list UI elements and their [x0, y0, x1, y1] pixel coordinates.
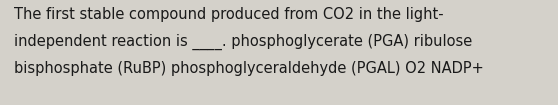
Text: The first stable compound produced from CO2 in the light-: The first stable compound produced from …	[14, 7, 444, 22]
Text: independent reaction is ____.​ phosphoglycerate (PGA) ribulose: independent reaction is ____.​ phosphogl…	[14, 34, 472, 50]
Text: bisphosphate (RuBP) ​phosphoglyceraldehyde (PGAL) O2 NADP+: bisphosphate (RuBP) ​phosphoglyceraldehy…	[14, 62, 484, 77]
